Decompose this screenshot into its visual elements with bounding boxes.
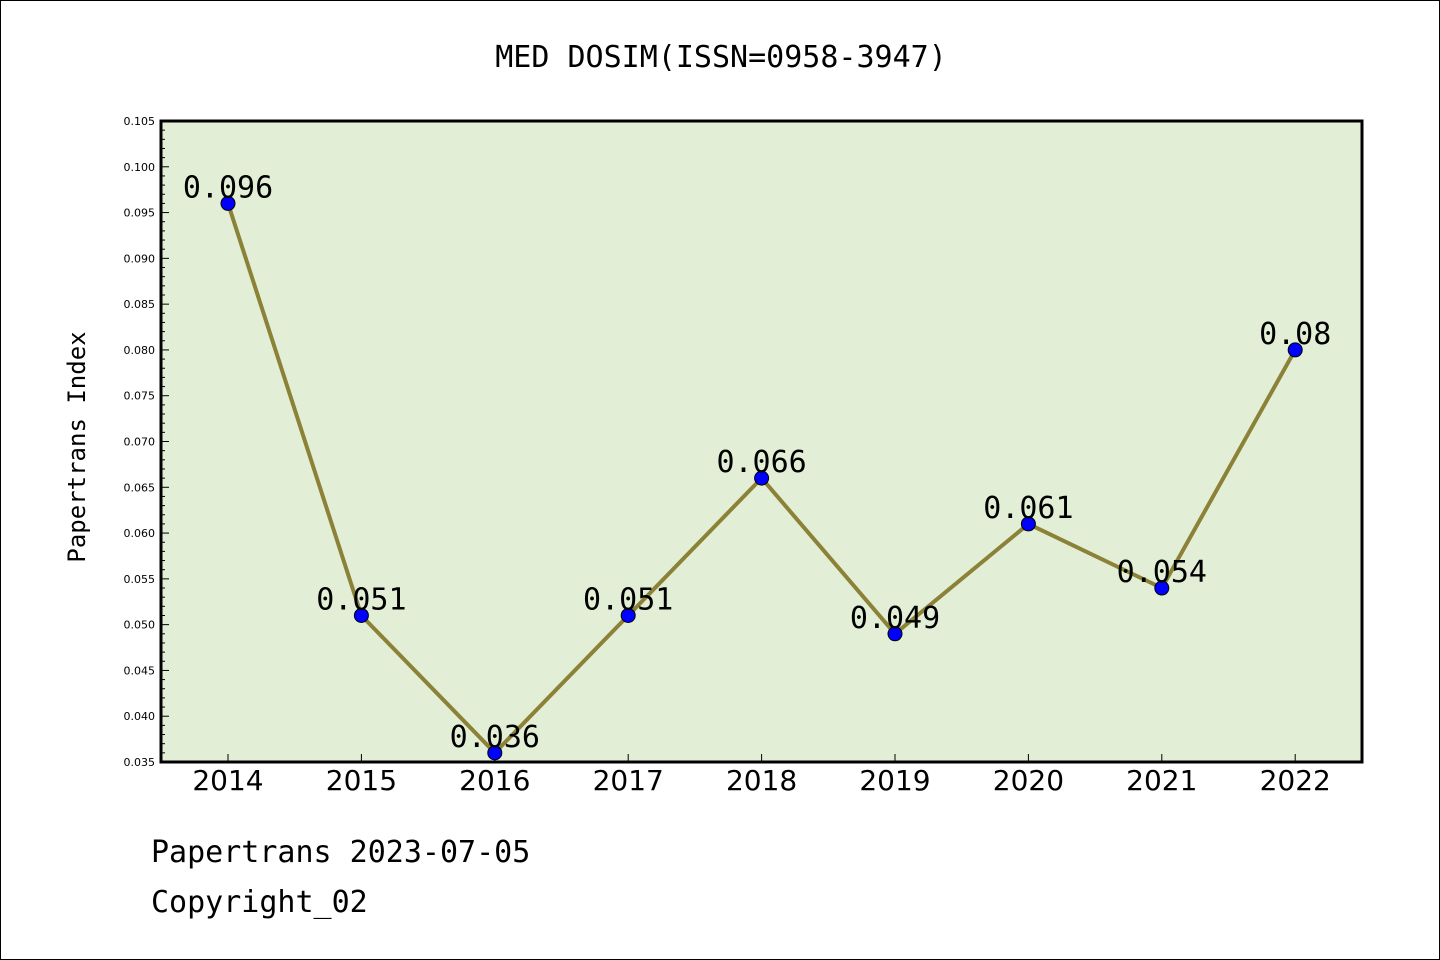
y-tick-label: 0.040 [124, 710, 156, 723]
x-axis: 2014 2015 2016 2017 2018 2019 2020 2021 2022 [192, 754, 1331, 797]
data-label: 0.08 [1259, 317, 1331, 352]
y-tick-label: 0.085 [124, 298, 156, 311]
data-point [353, 607, 369, 623]
y-tick-label: 0.105 [124, 115, 156, 128]
data-label: 0.096 [183, 170, 273, 205]
plot-area [161, 121, 1362, 762]
data-label: 0.051 [316, 582, 406, 617]
y-axis-label: Papertrans Index [63, 331, 91, 562]
data-point [1287, 342, 1303, 358]
y-tick-label: 0.075 [124, 390, 156, 403]
x-tick-label: 2020 [993, 764, 1064, 797]
x-tick-label: 2014 [192, 764, 263, 797]
footer-source: Papertrans 2023-07-05 [151, 835, 531, 870]
x-tick-label: 2021 [1126, 764, 1197, 797]
y-tick-label: 0.080 [124, 344, 156, 357]
x-tick-label: 2018 [726, 764, 797, 797]
data-label: 0.061 [983, 491, 1073, 526]
y-tick-label: 0.050 [124, 619, 156, 632]
y-tick-label: 0.065 [124, 481, 156, 494]
series-markers [220, 195, 1303, 761]
x-tick-label: 2019 [859, 764, 930, 797]
x-tick-label: 2016 [459, 764, 530, 797]
data-point [1020, 516, 1036, 532]
y-tick-label: 0.070 [124, 436, 156, 449]
x-tick-label: 2022 [1260, 764, 1331, 797]
data-label: 0.054 [1117, 555, 1207, 590]
data-label: 0.051 [583, 582, 673, 617]
y-tick-label: 0.090 [124, 252, 156, 265]
x-tick-label: 2017 [593, 764, 664, 797]
chart-title: MED DOSIM(ISSN=0958-3947) [495, 40, 947, 75]
y-tick-label: 0.035 [124, 756, 156, 769]
x-tick-label: 2015 [326, 764, 397, 797]
data-point [887, 626, 903, 642]
data-point [220, 195, 236, 211]
y-tick-label: 0.060 [124, 527, 156, 540]
y-tick-label: 0.045 [124, 664, 156, 677]
y-tick-label: 0.055 [124, 573, 156, 586]
data-label: 0.049 [850, 601, 940, 636]
data-label: 0.066 [716, 445, 806, 480]
data-point [487, 745, 503, 761]
y-tick-label: 0.100 [124, 161, 156, 174]
data-point [1154, 580, 1170, 596]
data-point [620, 607, 636, 623]
data-labels: 0.096 0.051 0.036 0.051 0.066 0.049 0.061 0.054… [183, 170, 1331, 754]
footer-copyright: Copyright_02 [151, 885, 368, 920]
y-tick-label: 0.095 [124, 207, 156, 220]
data-label: 0.036 [450, 720, 540, 755]
plot-border [159, 119, 1364, 764]
data-point [754, 470, 770, 486]
